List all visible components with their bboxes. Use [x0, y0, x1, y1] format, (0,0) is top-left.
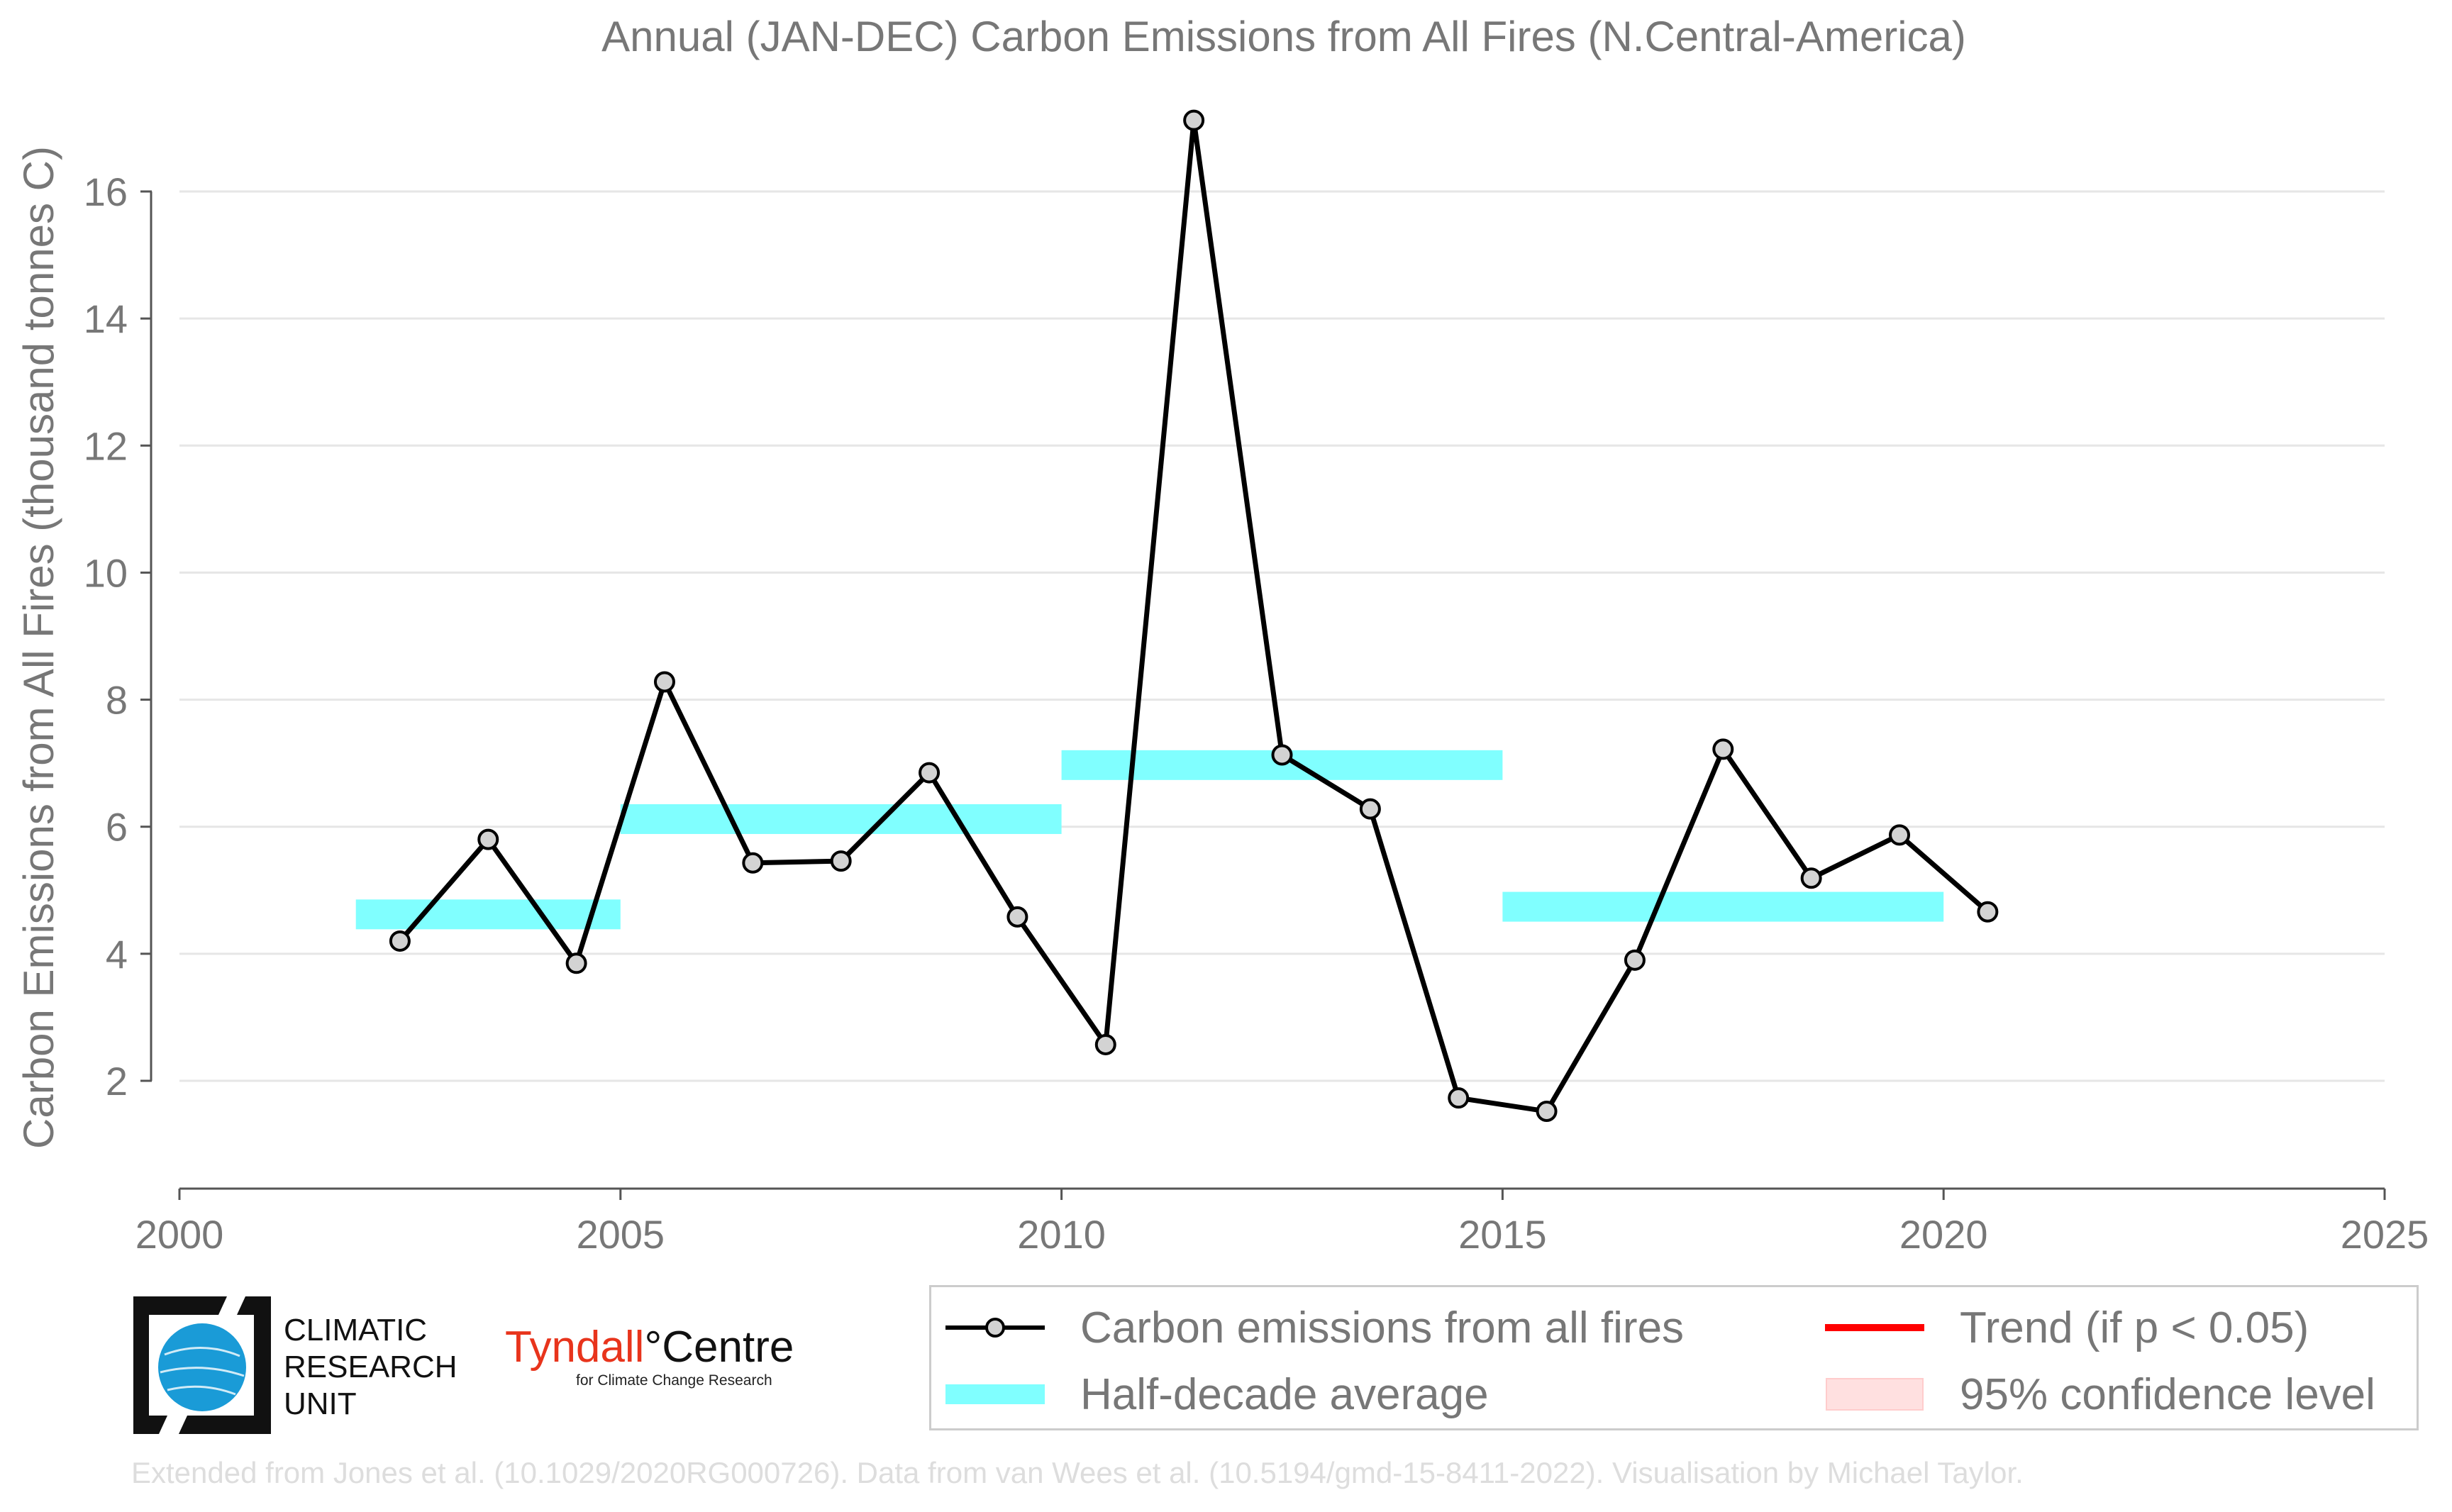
emissions-point: [1006, 906, 1028, 928]
x-tick-label: 2000: [135, 1212, 224, 1257]
emissions-point: [830, 850, 852, 872]
y-tick-label: 8: [106, 678, 128, 723]
emissions-line: [398, 118, 1990, 1114]
cru-logo-text: CLIMATIC RESEARCH UNIT: [284, 1313, 457, 1421]
emissions-series: [389, 109, 1999, 1122]
x-tick-label: 2025: [2341, 1212, 2429, 1257]
y-tick-label: 14: [84, 296, 128, 341]
legend-item-half-decade: Half-decade average: [945, 1362, 1489, 1426]
emissions-point: [1977, 901, 1999, 923]
half-decade-band: [355, 899, 621, 930]
gridlines: [179, 190, 2385, 1082]
emissions-point: [1448, 1087, 1470, 1109]
emissions-point: [1712, 738, 1734, 760]
legend-swatch-confidence: [1825, 1373, 1924, 1416]
half-decade-bands: [355, 750, 1944, 930]
y-tick-label: 2: [106, 1059, 128, 1104]
y-tick-label: 6: [106, 805, 128, 850]
emissions-point: [653, 671, 675, 693]
emissions-point: [1271, 744, 1293, 766]
y-axis-label: Carbon Emissions from All Fires (thousan…: [15, 146, 62, 1149]
legend: Carbon emissions from all fires Trend (i…: [929, 1285, 2419, 1430]
legend-item-emissions: Carbon emissions from all fires: [945, 1296, 1684, 1360]
legend-swatch-trend: [1825, 1306, 1924, 1349]
chart: Annual (JAN-DEC) Carbon Emissions from A…: [15, 13, 2429, 1257]
emissions-point: [1359, 798, 1381, 820]
cru-globe-icon: [133, 1296, 271, 1434]
emissions-point: [477, 828, 499, 850]
cru-logo: CLIMATIC RESEARCH UNIT: [128, 1291, 482, 1440]
emissions-point: [1094, 1033, 1116, 1055]
credits: Extended from Jones et al. (10.1029/2020…: [131, 1456, 2024, 1489]
x-tick-label: 2010: [1017, 1212, 1106, 1257]
emissions-point: [1800, 867, 1822, 889]
half-decade-band: [1502, 891, 1944, 922]
half-decade-band: [620, 804, 1062, 834]
y-tick-label: 12: [84, 423, 128, 468]
legend-item-confidence: 95% confidence level: [1825, 1362, 2375, 1426]
legend-swatch-band: [945, 1373, 1045, 1416]
y-tick-label: 4: [106, 932, 128, 977]
x-tick-label: 2015: [1458, 1212, 1547, 1257]
emissions-point: [919, 762, 941, 784]
emissions-point: [1183, 109, 1205, 131]
emissions-point: [389, 930, 411, 952]
legend-item-trend: Trend (if p < 0.05): [1825, 1296, 2309, 1360]
axes: 2 4 6 8 10 12 14 16 2000 2005 2010 2015 2020 2025: [84, 169, 2429, 1257]
legend-swatch-line-marker: [945, 1306, 1045, 1349]
tyndall-logo: Tyndall°Centre for Climate Change Resear…: [505, 1323, 794, 1389]
chart-title: Annual (JAN-DEC) Carbon Emissions from A…: [601, 13, 1966, 60]
emissions-point: [1889, 824, 1911, 846]
y-tick-label: 10: [84, 550, 128, 595]
emissions-point: [1624, 949, 1646, 971]
emissions-point: [1536, 1100, 1558, 1122]
x-tick-label: 2005: [577, 1212, 665, 1257]
y-tick-label: 16: [84, 169, 128, 214]
x-tick-label: 2020: [1899, 1212, 1988, 1257]
emissions-point: [565, 952, 587, 974]
emissions-point: [742, 852, 764, 874]
